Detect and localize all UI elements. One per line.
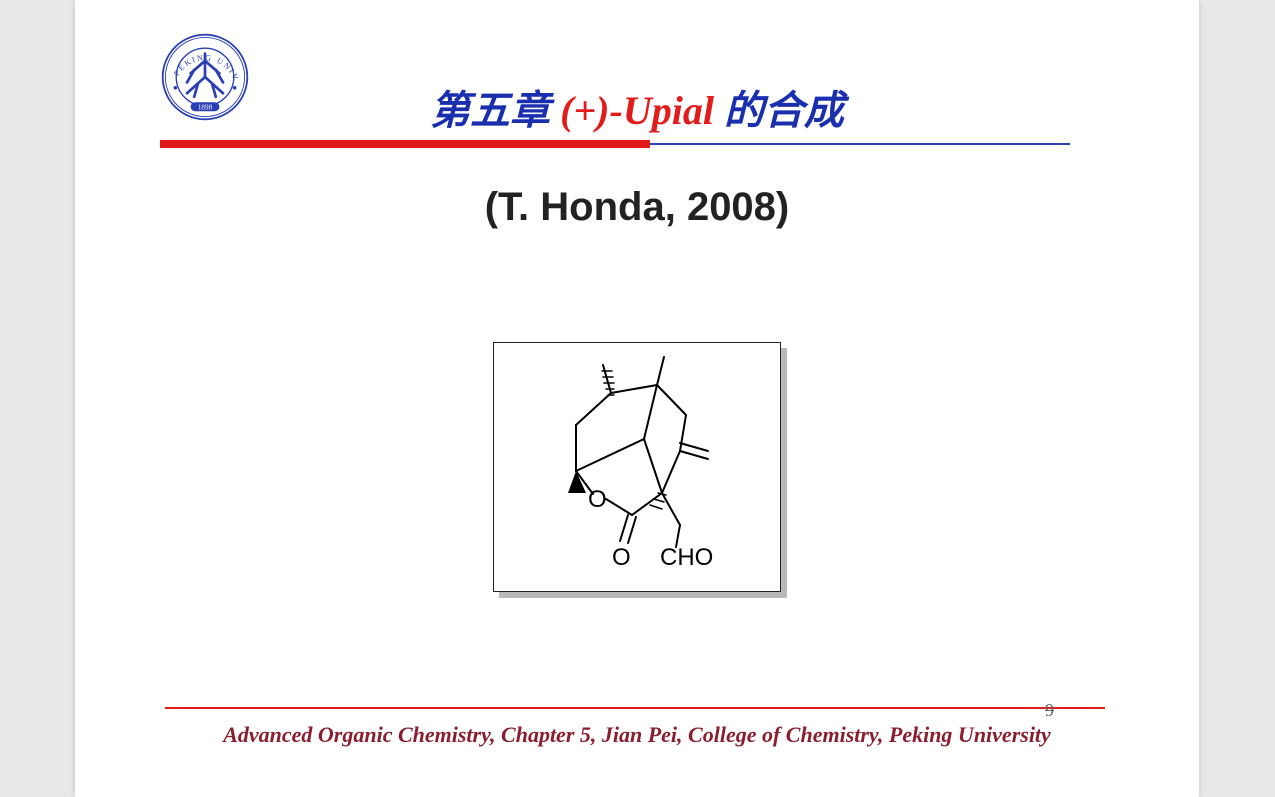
header-rule-red (160, 140, 650, 148)
atom-label-cho: CHO (660, 544, 713, 571)
author-year: (T. Honda, 2008) (75, 185, 1199, 230)
footer-rule (165, 707, 1105, 709)
footer-text: Advanced Organic Chemistry, Chapter 5, J… (75, 722, 1199, 748)
atom-label-o-ring: O (588, 486, 607, 513)
title-part-2: (+)-Upial (560, 88, 714, 133)
structure-figure: O O CHO (493, 342, 781, 592)
title-part-1: 第五章 (430, 88, 560, 133)
chapter-title: 第五章 (+)-Upial 的合成 (75, 78, 1199, 136)
slide: PEKING UNIVERSITY 1898 (75, 0, 1199, 797)
page-number: 9 (1045, 700, 1054, 721)
title-part-3: 的合成 (714, 88, 844, 133)
header-rule-blue (650, 143, 1070, 145)
slide-header: PEKING UNIVERSITY 1898 (75, 30, 1199, 150)
atom-label-o-carbonyl: O (612, 544, 631, 571)
svg-text:PEKING UNIVERSITY: PEKING UNIVERSITY (160, 32, 241, 83)
page-background: PEKING UNIVERSITY 1898 (0, 0, 1275, 797)
